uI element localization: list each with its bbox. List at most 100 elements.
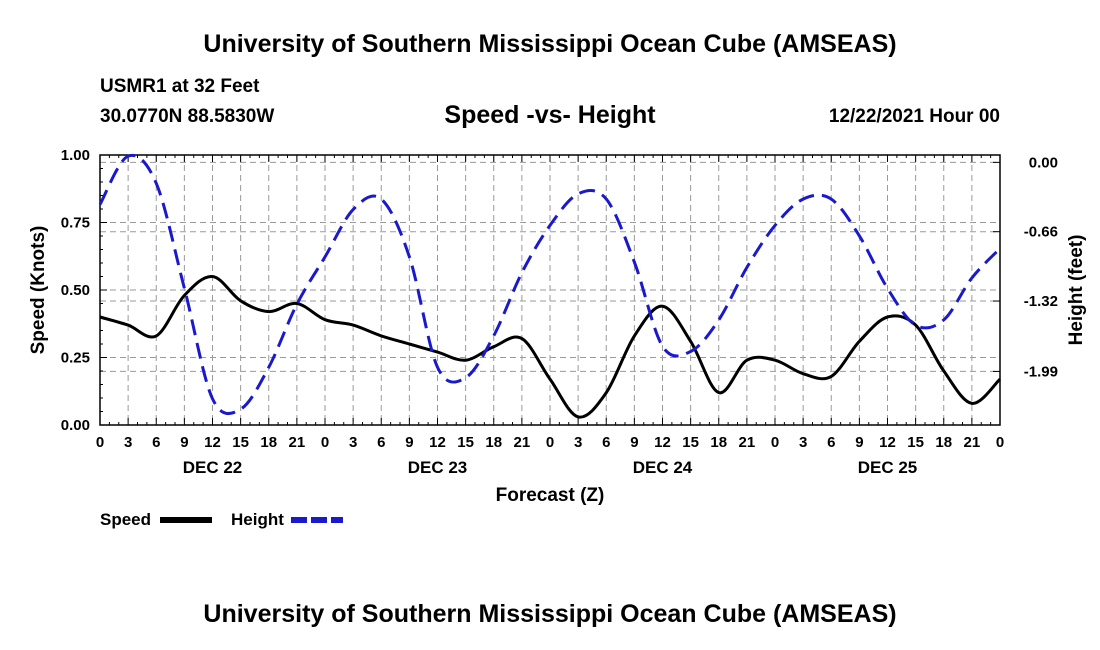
data-point-height (886, 286, 890, 290)
y-right-tick-label: 0.00 (1029, 154, 1058, 171)
data-point-height (970, 276, 974, 280)
data-point-height (914, 323, 918, 327)
x-tick-label: 21 (964, 434, 981, 451)
x-tick-label: 12 (429, 434, 446, 451)
data-point-speed (801, 372, 805, 376)
x-day-label: DEC 25 (858, 458, 918, 477)
x-tick-label: 12 (879, 434, 896, 451)
y-right-axis-title: Height (feet) (1066, 235, 1087, 346)
data-point-speed (520, 337, 524, 341)
data-point-height (801, 197, 805, 201)
series-line-speed (99, 274, 1002, 419)
data-point-speed (126, 323, 130, 327)
data-point-height (379, 197, 383, 201)
series-line-height (98, 153, 1002, 416)
x-tick-label: 15 (232, 434, 249, 451)
x-tick-label: 21 (739, 434, 756, 451)
x-tick-label: 18 (260, 434, 277, 451)
x-tick-label: 9 (405, 434, 413, 451)
plot-title: Speed -vs- Height (444, 101, 656, 129)
data-point-height (661, 344, 665, 348)
data-point-speed (773, 358, 777, 362)
footer-title: University of Southern Mississippi Ocean… (203, 600, 897, 628)
x-tick-label: 6 (152, 434, 160, 451)
data-point-speed (632, 334, 636, 338)
data-point-height (464, 376, 468, 380)
x-tick-label: 18 (485, 434, 502, 451)
data-point-height (211, 397, 215, 401)
data-point-height (745, 265, 749, 269)
coordinates-label: 30.0770N 88.5830W (100, 106, 275, 127)
x-axis-title: Forecast (Z) (496, 485, 605, 506)
x-tick-label: 15 (682, 434, 699, 451)
x-tick-label: 0 (996, 434, 1004, 451)
data-point-height (942, 318, 946, 322)
data-point-speed (436, 350, 440, 354)
x-tick-label: 3 (799, 434, 807, 451)
x-tick-label: 6 (602, 434, 610, 451)
x-tick-label: 21 (514, 434, 531, 451)
data-point-height (323, 255, 327, 259)
y-left-tick-label: 0.25 (61, 350, 90, 367)
x-tick-label: 3 (349, 434, 357, 451)
x-tick-label: 3 (124, 434, 132, 451)
data-point-height (998, 247, 1002, 251)
y-left-tick-label: 0.50 (61, 282, 90, 299)
x-day-label: DEC 22 (183, 458, 243, 477)
x-tick-label: 12 (204, 434, 221, 451)
y-left-tick-label: 1.00 (61, 147, 90, 164)
y-left-tick-label: 0.75 (61, 215, 90, 232)
data-point-height (717, 318, 721, 322)
x-tick-label: 3 (574, 434, 582, 451)
x-tick-label: 9 (630, 434, 638, 451)
data-point-height (182, 286, 186, 290)
x-day-label: DEC 23 (408, 458, 468, 477)
data-point-height (773, 223, 777, 227)
data-point-height (492, 334, 496, 338)
x-tick-label: 9 (180, 434, 188, 451)
data-point-height (407, 255, 411, 259)
data-point-speed (211, 275, 215, 279)
data-point-height (689, 350, 693, 354)
x-tick-label: 0 (771, 434, 779, 451)
y-right-tick-label: -1.32 (1024, 293, 1058, 310)
data-point-speed (576, 415, 580, 419)
data-point-speed (942, 369, 946, 373)
data-point-height (126, 154, 130, 158)
data-point-speed (98, 315, 102, 319)
data-point-speed (970, 401, 974, 405)
data-point-speed (857, 339, 861, 343)
x-tick-label: 21 (289, 434, 306, 451)
data-point-speed (548, 377, 552, 381)
legend-height-label: Height (231, 510, 284, 529)
y-left-tick-label: 0.00 (61, 417, 90, 434)
x-tick-label: 12 (654, 434, 671, 451)
station-label: USMR1 at 32 Feet (100, 76, 260, 97)
data-point-height (520, 271, 524, 275)
data-point-height (548, 223, 552, 227)
data-point-speed (154, 334, 158, 338)
data-point-height (295, 302, 299, 306)
data-point-height (576, 192, 580, 196)
x-day-label: DEC 24 (633, 458, 693, 477)
x-tick-label: 15 (907, 434, 924, 451)
x-tick-label: 18 (710, 434, 727, 451)
x-tick-label: 0 (321, 434, 329, 451)
data-point-speed (492, 345, 496, 349)
data-point-height (267, 365, 271, 369)
data-point-speed (379, 334, 383, 338)
data-point-height (98, 202, 102, 206)
x-tick-label: 0 (546, 434, 554, 451)
data-point-speed (323, 318, 327, 322)
data-point-height (632, 260, 636, 264)
y-right-tick-label: -1.99 (1024, 363, 1058, 380)
y-left-axis-title: Speed (Knots) (28, 226, 49, 355)
x-tick-label: 6 (827, 434, 835, 451)
data-point-speed (604, 391, 608, 395)
data-point-speed (717, 391, 721, 395)
forecast-datetime: 12/22/2021 Hour 00 (828, 106, 1000, 127)
data-point-speed (239, 299, 243, 303)
data-point-speed (745, 358, 749, 362)
data-point-height (239, 407, 243, 411)
